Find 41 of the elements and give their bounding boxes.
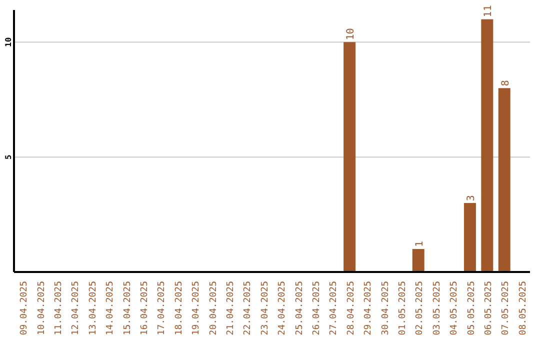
data-label: 11: [483, 5, 494, 18]
x-tick-label: 03.05.2025: [432, 281, 442, 336]
y-tick-label: 5: [4, 154, 13, 160]
data-label: 3: [466, 195, 477, 202]
x-tick-label: 12.04.2025: [71, 281, 82, 336]
x-tick-label: 13.04.2025: [88, 281, 98, 336]
x-tick-label: 19.04.2025: [192, 281, 202, 336]
x-tick-label: 23.04.2025: [260, 281, 270, 336]
x-tick-label: 09.04.2025: [20, 281, 30, 336]
x-tick-label: 22.04.2025: [243, 281, 254, 336]
x-tick-label: 21.04.2025: [226, 281, 236, 336]
x-tick-label: 11.04.2025: [54, 281, 64, 336]
x-tick-label: 06.05.2025: [484, 281, 494, 336]
x-tick-label: 27.04.2025: [329, 281, 340, 336]
x-tick-label: 01.05.2025: [398, 281, 408, 336]
data-label: 8: [500, 80, 512, 86]
x-tick-label: 20.04.2025: [208, 281, 219, 336]
bar: [481, 19, 494, 272]
x-tick-label: 30.04.2025: [380, 281, 391, 336]
x-tick-label: 28.04.2025: [346, 281, 356, 336]
x-tick-label: 15.04.2025: [122, 281, 133, 336]
x-tick-label: 24.04.2025: [278, 281, 288, 336]
data-label: 1: [414, 240, 426, 248]
bar: [412, 249, 424, 272]
x-tick-label: 17.04.2025: [157, 281, 168, 336]
x-tick-label: 14.04.2025: [106, 281, 116, 336]
x-tick-label: 04.05.2025: [450, 281, 460, 336]
bar: [498, 88, 510, 272]
bar: [464, 203, 476, 272]
data-label: 10: [346, 28, 357, 40]
bar: [344, 42, 356, 272]
x-tick-label: 29.04.2025: [364, 281, 374, 336]
x-tick-label: 07.05.2025: [501, 281, 512, 336]
x-tick-label: 26.04.2025: [312, 281, 322, 336]
x-tick-label: 08.05.2025: [518, 281, 528, 336]
x-tick-label: 10.04.2025: [36, 281, 47, 336]
x-tick-label: 02.05.2025: [415, 281, 426, 336]
x-tick-label: 25.04.2025: [294, 281, 305, 336]
x-tick-label: 05.05.2025: [466, 281, 477, 336]
x-tick-label: 18.04.2025: [174, 281, 184, 336]
x-tick-label: 16.04.2025: [140, 281, 150, 336]
